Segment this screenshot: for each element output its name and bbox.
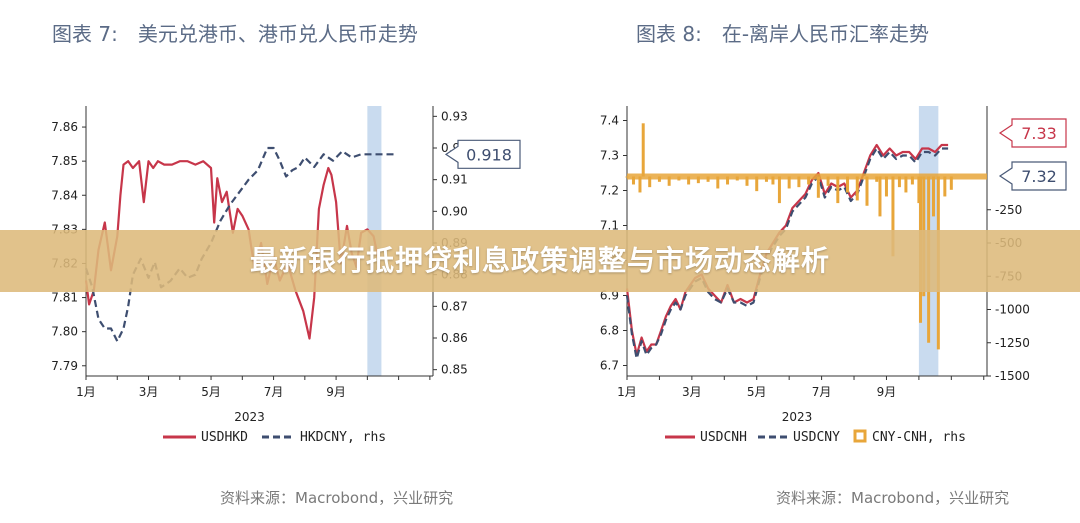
c1-y-left-tick-label: 7.80: [51, 325, 78, 339]
c2-bar-cny-cnh: [807, 176, 811, 185]
c2-x-tick-label: 1月: [617, 385, 637, 399]
c2-callout-box: [998, 161, 1067, 191]
c2-x-tick-label: 5月: [747, 385, 767, 399]
c2-y-right-tick-label: -1250: [995, 336, 1030, 350]
c2-bar-cny-cnh: [855, 176, 859, 201]
c2-bar-cny-cnh: [826, 176, 830, 186]
c1-series-usdhkd: [84, 160, 381, 340]
c1-callout-label: 0.918: [466, 145, 512, 164]
c1-y-left-tick-label: 7.85: [51, 154, 78, 168]
c2-bar-cny-cnh: [716, 176, 720, 189]
c2-y-left-tick-label: 6.7: [600, 359, 619, 373]
c2-y-left-tick-label: 7.1: [600, 219, 619, 233]
overlay-banner: [0, 230, 1080, 292]
c1-x-tick-label: 7月: [264, 385, 284, 399]
c1-x-tick-label: 5月: [201, 385, 221, 399]
chart-title-right: 图表 8: 在-离岸人民币汇率走势: [636, 22, 930, 46]
c2-bar-cny-cnh: [878, 176, 882, 217]
chart-title-left: 图表 7: 美元兑港币、港币兑人民币走势: [52, 22, 418, 46]
c1-y-left-tick-label: 7.79: [51, 359, 78, 373]
c2-bar-cny-cnh: [667, 176, 671, 186]
c1-y-left-tick-label: 7.86: [51, 120, 78, 134]
c2-bar-cny-cnh: [631, 176, 635, 185]
c2-callout-label: 7.32: [1021, 167, 1057, 186]
c1-callout-box: [444, 139, 521, 169]
c2-bar-cny-cnh: [904, 176, 908, 193]
c2-callout-label: 7.33: [1021, 124, 1057, 143]
c1-y-right-tick-label: 0.93: [441, 109, 468, 123]
c2-y-left-tick-label: 6.9: [600, 289, 619, 303]
c2-legend-label: USDCNH: [700, 430, 747, 445]
c2-callout-box: [998, 118, 1067, 148]
c2-y-left-tick-label: 7.4: [600, 114, 619, 128]
c1-x-tick-label: 1月: [76, 385, 96, 399]
c2-y-right-tick-label: -250: [995, 203, 1022, 217]
c1-x-year-label: 2023: [234, 410, 265, 424]
c2-bar-cny-cnh: [891, 176, 895, 257]
c2-bar-cny-cnh: [836, 176, 840, 204]
c1-y-left-tick-label: 7.84: [51, 188, 78, 202]
c2-bar-cny-cnh: [910, 176, 914, 185]
c2-legend-swatch: [853, 429, 867, 443]
source-right: 资料来源：Macrobond，兴业研究: [776, 489, 1010, 507]
c1-y-right-tick-label: 0.90: [441, 204, 468, 218]
c1-x-tick-label: 3月: [139, 385, 159, 399]
c1-y-left-tick-label: 7.81: [51, 291, 78, 305]
c1-legend-label: HKDCNY, rhs: [300, 430, 386, 445]
c1-legend-label: USDHKD: [201, 430, 248, 445]
c2-bar-cny-cnh: [949, 176, 953, 190]
c1-y-right-tick-label: 0.85: [441, 363, 468, 377]
c2-legend-label: CNY-CNH, rhs: [872, 430, 966, 445]
c2-bar-cny-cnh: [943, 176, 947, 197]
c2-bar-cny-cnh: [865, 176, 869, 206]
c1-x-tick-label: 9月: [326, 385, 346, 399]
c2-bar-cny-cnh: [816, 176, 820, 198]
c2-bar-cny-cnh: [648, 176, 652, 188]
c2-x-tick-label: 9月: [877, 385, 897, 399]
c1-y-right-tick-label: 0.87: [441, 299, 468, 313]
c2-bar-cny-cnh: [846, 176, 850, 193]
c2-bar-cny-cnh: [884, 176, 888, 197]
c2-bar-cny-cnh: [696, 176, 700, 184]
c2-bar-cny-cnh: [687, 176, 691, 185]
c2-bar-cny-cnh: [777, 176, 781, 204]
c2-bar-cny-cnh: [917, 176, 921, 204]
c2-y-right-tick-label: -1000: [995, 303, 1030, 317]
c2-bar-cny-cnh: [787, 176, 791, 189]
c2-bar-cny-cnh: [931, 176, 935, 217]
c2-bar-cny-cnh: [638, 176, 642, 193]
c2-bar-cny-cnh: [897, 176, 901, 188]
c1-series-hkdcnyrhs: [84, 146, 396, 343]
c1-y-right-tick-label: 0.91: [441, 173, 468, 187]
c2-bar-cny-cnh: [641, 123, 645, 177]
c1-y-right-tick-label: 0.86: [441, 331, 468, 345]
c2-bar-cny-cnh: [797, 176, 801, 188]
c2-y-right-tick-label: -1500: [995, 369, 1030, 383]
c2-bar-cny-cnh: [755, 176, 759, 192]
c2-y-left-tick-label: 7.2: [600, 184, 619, 198]
c2-legend-label: USDCNY: [793, 430, 840, 445]
c2-y-left-tick-label: 6.8: [600, 324, 619, 338]
banner-title: 最新银行抵押贷利息政策调整与市场动态解析: [249, 244, 830, 277]
c2-x-year-label: 2023: [782, 410, 813, 424]
c2-y-left-tick-label: 7.3: [600, 149, 619, 163]
c2-bar-cny-cnh: [745, 176, 749, 186]
c2-bar-cny-cnh: [726, 176, 730, 185]
c2-bar-cny-cnh: [771, 176, 775, 185]
source-left: 资料来源：Macrobond，兴业研究: [220, 489, 454, 507]
c2-x-tick-label: 3月: [682, 385, 702, 399]
c2-x-tick-label: 7月: [812, 385, 832, 399]
